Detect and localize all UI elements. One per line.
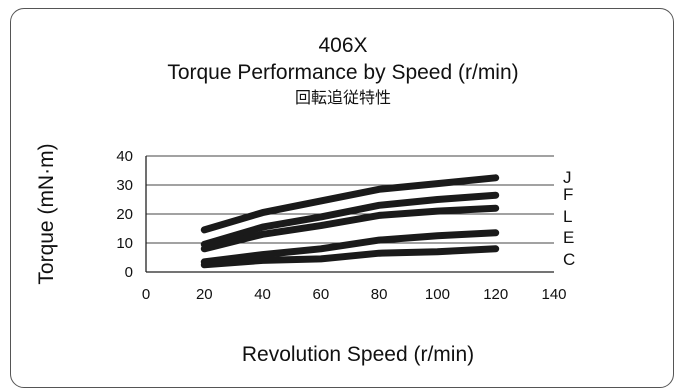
series-label-c: C: [563, 250, 575, 269]
series-label-f: F: [563, 185, 573, 204]
chart-title: 406X: [318, 34, 367, 57]
series-label-l: L: [563, 207, 572, 226]
x-tick-label: 80: [371, 286, 388, 303]
y-tick-label: 10: [116, 235, 133, 252]
series-line-l: [200, 204, 500, 253]
y-axis-label: Torque (mN·m): [35, 143, 58, 284]
series-lines: [200, 174, 500, 269]
series-line-e: [200, 229, 500, 266]
torque-chart: 406X Torque Performance by Speed (r/min)…: [35, 34, 575, 366]
x-tick-label: 0: [142, 286, 150, 303]
y-tick-label: 20: [116, 206, 133, 223]
series-line-c: [200, 245, 500, 269]
y-tick-label: 0: [125, 264, 133, 281]
x-tick-labels: 0 20 40 60 80 100 120 140: [142, 286, 567, 303]
y-tick-label: 30: [116, 177, 133, 194]
x-axis-label: Revolution Speed (r/min): [242, 343, 474, 366]
x-tick-label: 20: [196, 286, 213, 303]
x-tick-label: 60: [313, 286, 330, 303]
series-line-j: [200, 174, 500, 234]
chart-subtitle-japanese: 回転追従特性: [295, 89, 391, 107]
x-tick-label: 100: [425, 286, 450, 303]
x-tick-label: 120: [483, 286, 508, 303]
x-tick-label: 40: [254, 286, 271, 303]
x-tick-label: 140: [541, 286, 566, 303]
y-tick-labels: 0 10 20 30 40: [116, 148, 133, 281]
chart-subtitle: Torque Performance by Speed (r/min): [167, 61, 518, 84]
axes: [145, 156, 554, 273]
series-label-j: J: [563, 168, 572, 187]
series-line-f: [200, 191, 500, 248]
y-tick-label: 40: [116, 148, 133, 165]
series-label-e: E: [563, 228, 574, 247]
